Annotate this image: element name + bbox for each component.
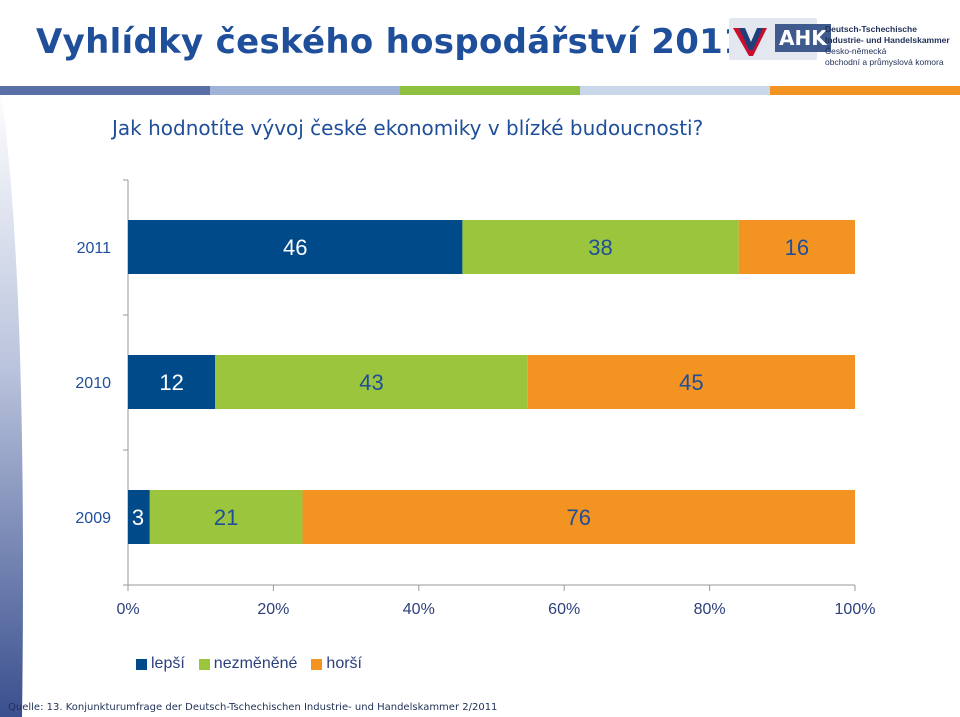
x-tick-label: 80% bbox=[694, 601, 726, 618]
legend-swatch bbox=[311, 658, 323, 670]
ahk-logo: AHK Deutsch-Tschechische Industrie- und … bbox=[729, 18, 950, 67]
legend-item: lepší bbox=[136, 655, 185, 673]
legend-item: nezměněné bbox=[198, 655, 298, 673]
category-label: 2009 bbox=[75, 510, 111, 527]
logo-line-1: Deutsch-Tschechische bbox=[825, 24, 917, 34]
legend-label: horší bbox=[326, 655, 362, 672]
data-label: 76 bbox=[566, 505, 590, 530]
data-label: 45 bbox=[679, 370, 703, 395]
bar-segment bbox=[149, 490, 303, 544]
bar-segment bbox=[215, 355, 528, 409]
logo-text: Deutsch-Tschechische Industrie- und Hand… bbox=[825, 24, 950, 68]
category-label: 2010 bbox=[75, 375, 111, 392]
bar-segment bbox=[302, 490, 856, 544]
legend-label: lepší bbox=[151, 655, 185, 672]
slide-title: Vyhlídky českého hospodářství 2011 bbox=[36, 22, 748, 62]
source-note: Quelle: 13. Konjunkturumfrage der Deutsc… bbox=[8, 702, 498, 713]
data-label: 16 bbox=[785, 235, 809, 260]
data-label: 21 bbox=[214, 505, 238, 530]
category-label: 2011 bbox=[77, 240, 112, 257]
x-tick-label: 100% bbox=[835, 601, 876, 618]
decorative-swoosh bbox=[0, 86, 24, 717]
data-label: 12 bbox=[159, 370, 183, 395]
bar-segment bbox=[462, 220, 739, 274]
logo-line-3: Česko-německá bbox=[825, 46, 887, 56]
x-tick-label: 40% bbox=[403, 601, 435, 618]
legend-swatch bbox=[136, 658, 147, 670]
data-label: 43 bbox=[359, 370, 383, 395]
legend-item: horší bbox=[311, 655, 362, 673]
logo-line-4: obchodní a průmyslová komora bbox=[825, 57, 944, 67]
legend-label: nezměněné bbox=[213, 655, 298, 672]
color-stripe bbox=[0, 86, 960, 95]
x-tick-label: 20% bbox=[257, 601, 289, 618]
bar-segment bbox=[738, 220, 855, 274]
bar-segment bbox=[128, 220, 463, 274]
data-label: 3 bbox=[132, 505, 144, 530]
legend-swatch bbox=[198, 658, 210, 670]
data-label: 38 bbox=[588, 235, 612, 260]
bar-segment bbox=[128, 355, 216, 409]
survey-question: Jak hodnotíte vývoj české ekonomiky v bl… bbox=[112, 116, 704, 140]
logo-abbr: AHK bbox=[775, 24, 831, 52]
data-label: 46 bbox=[283, 235, 307, 260]
bar-segment bbox=[527, 355, 855, 409]
logo-emblem: AHK bbox=[729, 18, 831, 60]
x-tick-label: 0% bbox=[116, 601, 139, 618]
bar-segment bbox=[128, 490, 150, 544]
x-tick-label: 60% bbox=[548, 601, 580, 618]
chart-legend: lepší nezměněné horší bbox=[136, 655, 376, 673]
v-chevron-icon bbox=[733, 28, 767, 56]
logo-line-2: Industrie- und Handelskammer bbox=[825, 35, 950, 45]
